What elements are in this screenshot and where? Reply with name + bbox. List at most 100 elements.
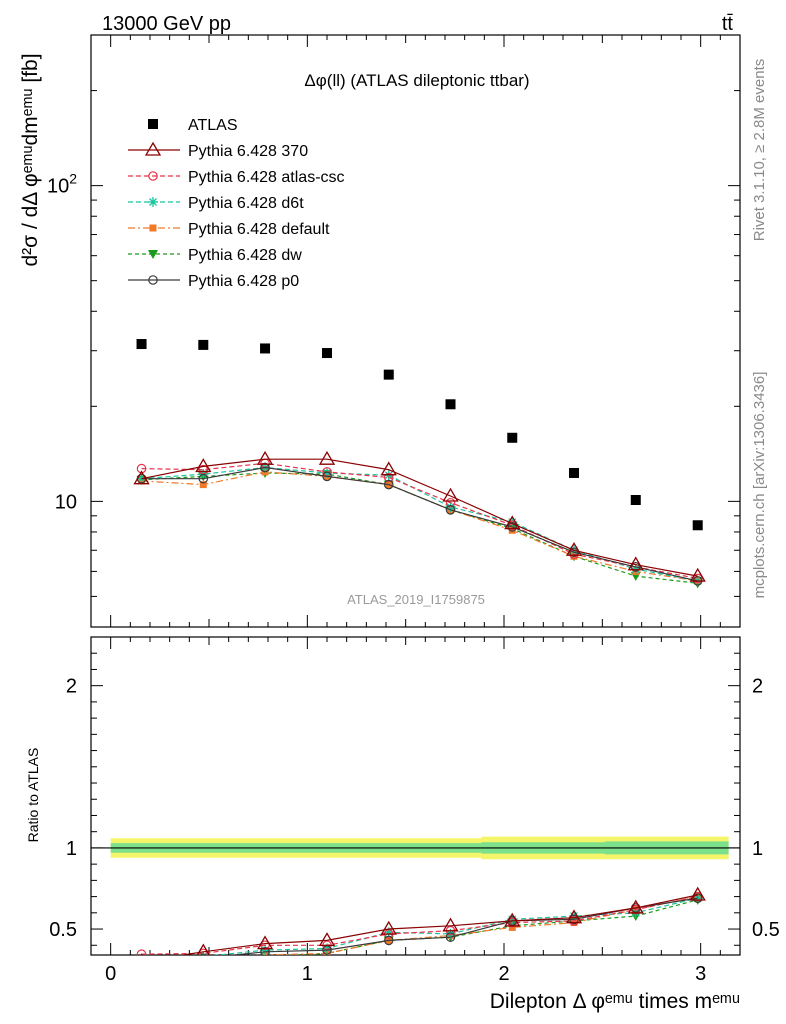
point-atlas [507, 432, 518, 443]
point-p0 [260, 946, 270, 955]
series-atlas_csc [136, 891, 703, 955]
ratio-y-tick-label-right: 0.5 [752, 919, 780, 941]
legend-label-p0: Pythia 6.428 p0 [188, 273, 299, 290]
y-tick-label: 10 [55, 491, 77, 513]
ratio-y-tick-label: 1 [66, 838, 77, 860]
point-d6t [445, 928, 456, 939]
series-line-p0 [141, 466, 698, 582]
legend-label-default: Pythia 6.428 default [188, 221, 330, 238]
series-dw [137, 895, 703, 968]
watermark-label: ATLAS_2019_I1759875 [347, 592, 485, 607]
main-title: Δφ(ll) (ATLAS dileptonic ttbar) [304, 71, 529, 90]
point-default [508, 923, 516, 931]
series-p370 [133, 450, 706, 582]
point-p0 [198, 473, 209, 484]
legend-label-dw: Pythia 6.428 dw [188, 247, 302, 264]
y-axis-label: d²σ / dΔ φᵉᵐᵘdmᵉᵐᵘ [fb] [19, 53, 42, 266]
main-panel: Δφ(ll) (ATLAS dileptonic ttbar) ATLAS_20… [19, 34, 741, 628]
point-p370 [689, 567, 706, 582]
series-line-p370 [141, 458, 698, 577]
x-axis-label: Dilepton Δ φᵉᵐᵘ times mᵉᵐᵘ [490, 990, 740, 1013]
point-atlas [692, 520, 703, 531]
series-d6t [137, 893, 703, 966]
point-atlas [198, 339, 209, 350]
point-p0 [507, 522, 518, 532]
point-p370 [504, 515, 521, 530]
point-d6t [322, 467, 332, 478]
point-atlas [445, 399, 456, 410]
point-p370 [195, 458, 212, 473]
point-p370 [565, 541, 583, 556]
point-p370 [133, 470, 150, 485]
series-dw [136, 468, 703, 589]
x-tick-label: 0 [105, 963, 116, 985]
legend-marker-default [149, 224, 157, 232]
point-atlas [383, 369, 394, 380]
point-p0 [383, 479, 394, 490]
series-line-default [253, 896, 698, 955]
series-p0 [136, 462, 703, 586]
energy-label: 13000 GeV pp [102, 13, 231, 35]
series-line-atlas_csc [141, 462, 698, 579]
series-line-default [141, 471, 698, 582]
point-atlas_csc [260, 940, 270, 951]
ratio-y-tick-label: 0.5 [49, 919, 77, 941]
point-p370 [318, 450, 336, 465]
point-default [199, 954, 207, 955]
point-atlas [630, 494, 641, 505]
point-p0 [260, 462, 270, 473]
legend-marker-atlas [148, 119, 158, 129]
point-p370 [627, 899, 644, 914]
point-atlas_csc [692, 573, 703, 584]
legend-marker-p370 [144, 141, 162, 156]
legend-marker-d6t [148, 197, 158, 207]
point-atlas_csc [198, 948, 209, 955]
point-p0 [137, 957, 145, 965]
point-p0 [383, 935, 394, 946]
rivet-label: Rivet 3.1.10, ≥ 2.8M events [751, 59, 768, 242]
point-default [508, 526, 516, 534]
point-d6t [260, 945, 271, 955]
point-p0 [445, 932, 456, 942]
series-line-atlas_csc [141, 896, 698, 955]
legend: ATLAS Pythia 6.428 370 Pythia 6.428 atlas-… [128, 117, 345, 290]
ratio-panel: Ratio to ATLAS Dilepton Δ φᵉᵐᵘ times mᵉᵐ… [25, 636, 780, 1013]
ratio-frame [90, 636, 741, 956]
point-d6t [322, 943, 332, 954]
series-line-p0 [228, 897, 698, 955]
point-d6t [507, 914, 518, 925]
legend-label-p370: Pythia 6.428 370 [188, 143, 308, 160]
point-atlas_csc [383, 472, 394, 483]
point-d6t [569, 911, 580, 922]
point-p370 [196, 943, 211, 955]
point-p0 [630, 562, 641, 572]
point-p370 [380, 461, 397, 476]
point-dw [137, 959, 147, 968]
point-p370 [318, 932, 336, 947]
point-d6t [383, 927, 394, 938]
x-tick-label: 1 [302, 963, 313, 985]
point-p0 [692, 893, 703, 904]
point-p370 [504, 912, 521, 927]
x-tick-label: 2 [498, 963, 509, 985]
legend-label-atlas: ATLAS [188, 117, 238, 134]
ratio-y-tick-label-right: 2 [752, 676, 763, 698]
series-p370 [140, 886, 706, 955]
point-p370 [627, 556, 644, 571]
point-p370 [689, 886, 706, 901]
ratio-y-tick-label-right: 1 [752, 838, 763, 860]
point-atlas [136, 339, 147, 350]
point-default [138, 960, 145, 967]
mcplots-label: mcplots.cern.ch [arXiv:1306.3436] [751, 372, 768, 599]
point-p0 [199, 953, 207, 955]
point-atlas_csc [445, 497, 456, 508]
point-d6t [137, 956, 147, 966]
legend-marker-atlas_csc [148, 171, 158, 181]
point-p370 [256, 935, 274, 950]
series-line-p370 [179, 894, 698, 955]
point-p370 [442, 487, 459, 502]
y-tick-label: 102 [47, 171, 77, 198]
point-atlas [260, 343, 271, 354]
point-p370 [140, 953, 143, 955]
